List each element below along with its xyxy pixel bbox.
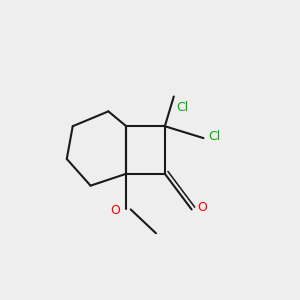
Text: O: O xyxy=(198,202,207,214)
Text: Cl: Cl xyxy=(177,101,189,114)
Text: O: O xyxy=(110,204,120,218)
Text: Cl: Cl xyxy=(208,130,220,143)
